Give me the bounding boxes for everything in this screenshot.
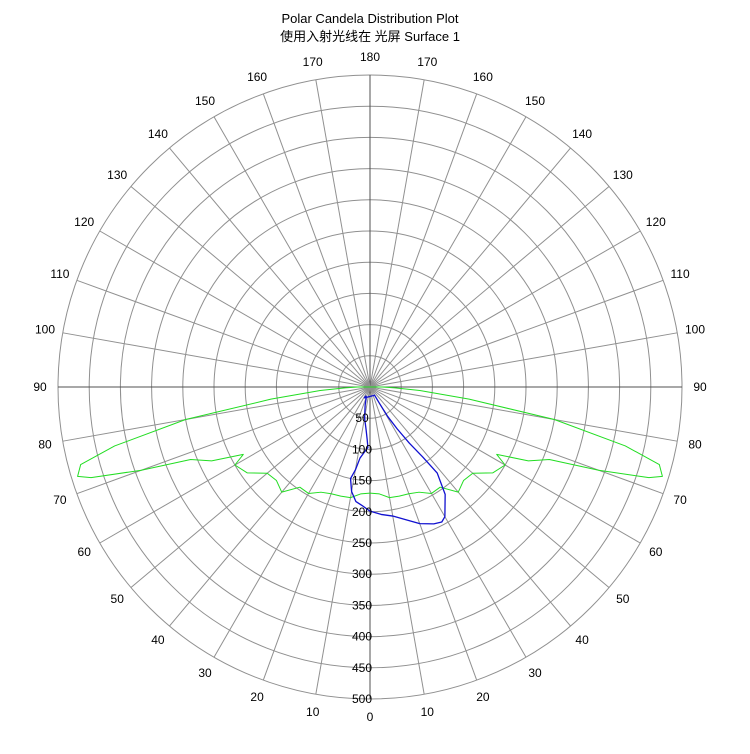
radial-tick-label: 100 xyxy=(352,442,372,456)
grid-spoke xyxy=(213,116,371,388)
angle-tick-label: 50 xyxy=(616,592,630,606)
angle-tick-label: 110 xyxy=(671,267,690,281)
angle-tick-label: 30 xyxy=(198,666,212,680)
angle-tick-label: 90 xyxy=(693,380,707,394)
angle-tick-label: 0 xyxy=(367,710,374,724)
grid-spoke xyxy=(76,279,371,388)
angle-tick-label: 10 xyxy=(421,705,435,719)
grid-spoke xyxy=(369,386,664,495)
grid-spoke xyxy=(169,386,371,627)
grid-spoke xyxy=(369,186,610,388)
grid-spoke xyxy=(130,186,371,388)
grid-spoke xyxy=(369,230,641,388)
grid-spoke xyxy=(315,386,371,695)
angle-tick-label: 20 xyxy=(476,690,490,704)
radial-tick-label: 400 xyxy=(352,630,372,644)
angle-tick-label: 180 xyxy=(360,50,380,64)
grid-spoke xyxy=(369,332,678,388)
angle-tick-label: 170 xyxy=(417,55,437,69)
angle-tick-label: 120 xyxy=(646,215,666,229)
grid-spoke xyxy=(62,386,371,442)
angle-tick-label: 50 xyxy=(111,592,125,606)
angle-tick-label: 80 xyxy=(688,437,702,451)
grid-spoke xyxy=(369,93,478,388)
series-curve-2 xyxy=(349,394,446,525)
grid-spoke xyxy=(369,279,664,388)
chart-subtitle: 使用入射光线在 光屏 Surface 1 xyxy=(280,29,460,44)
angle-tick-label: 170 xyxy=(303,55,323,69)
grid-spoke xyxy=(130,386,371,588)
grid-spoke xyxy=(76,386,371,495)
angle-tick-label: 140 xyxy=(148,127,168,141)
radial-tick-label: 150 xyxy=(352,474,372,488)
angle-tick-label: 160 xyxy=(247,70,267,84)
angle-labels: 0 10 20 30 40 50 60 70 80 90 100 110 120 130 140 150 160… xyxy=(33,50,707,724)
plot-series xyxy=(77,386,663,525)
radial-tick-label: 250 xyxy=(352,536,372,550)
radial-tick-label: 500 xyxy=(352,692,372,706)
grid-spoke xyxy=(262,386,371,681)
grid-spoke xyxy=(369,116,527,388)
angle-tick-label: 60 xyxy=(649,545,663,559)
radial-tick-label: 300 xyxy=(352,567,372,581)
grid-spoke xyxy=(315,79,371,388)
angle-tick-label: 60 xyxy=(78,545,92,559)
series-curve-1 xyxy=(77,386,663,499)
radial-tick-labels: 50 100 150 200 250 300 350 400 450 500 xyxy=(352,411,372,706)
angle-tick-label: 130 xyxy=(613,168,633,182)
grid-spoke xyxy=(369,386,425,695)
angle-tick-label: 40 xyxy=(151,633,165,647)
angle-tick-label: 140 xyxy=(572,127,592,141)
angle-tick-label: 160 xyxy=(473,70,493,84)
radial-tick-label: 450 xyxy=(352,661,372,675)
angle-tick-label: 150 xyxy=(195,94,215,108)
grid-spoke xyxy=(369,79,425,388)
angle-tick-label: 130 xyxy=(107,168,127,182)
grid-spoke xyxy=(369,386,678,442)
angle-tick-label: 40 xyxy=(575,633,589,647)
grid-spoke xyxy=(369,386,478,681)
angle-tick-label: 80 xyxy=(38,437,52,451)
angle-tick-label: 120 xyxy=(74,215,94,229)
angle-tick-label: 70 xyxy=(673,493,687,507)
angle-tick-label: 90 xyxy=(33,380,47,394)
angle-tick-label: 20 xyxy=(250,690,264,704)
grid-spoke xyxy=(369,386,610,588)
grid-spoke xyxy=(99,230,371,388)
angle-tick-label: 10 xyxy=(306,705,320,719)
radial-tick-label: 200 xyxy=(352,505,372,519)
grid-spoke xyxy=(62,332,371,388)
grid-spoke xyxy=(213,386,371,658)
chart-title: Polar Candela Distribution Plot xyxy=(281,11,458,26)
angle-tick-label: 110 xyxy=(50,267,69,281)
grid-spoke xyxy=(169,147,371,388)
grid-spoke xyxy=(369,386,527,658)
angle-tick-label: 30 xyxy=(528,666,542,680)
grid-spoke xyxy=(262,93,371,388)
angle-tick-label: 100 xyxy=(685,323,705,337)
angle-tick-label: 100 xyxy=(35,323,55,337)
angle-tick-label: 150 xyxy=(525,94,545,108)
radial-tick-label: 50 xyxy=(355,411,369,425)
grid-spoke xyxy=(369,147,571,388)
grid-spoke xyxy=(369,386,571,627)
angle-tick-label: 70 xyxy=(53,493,67,507)
radial-tick-label: 350 xyxy=(352,598,372,612)
